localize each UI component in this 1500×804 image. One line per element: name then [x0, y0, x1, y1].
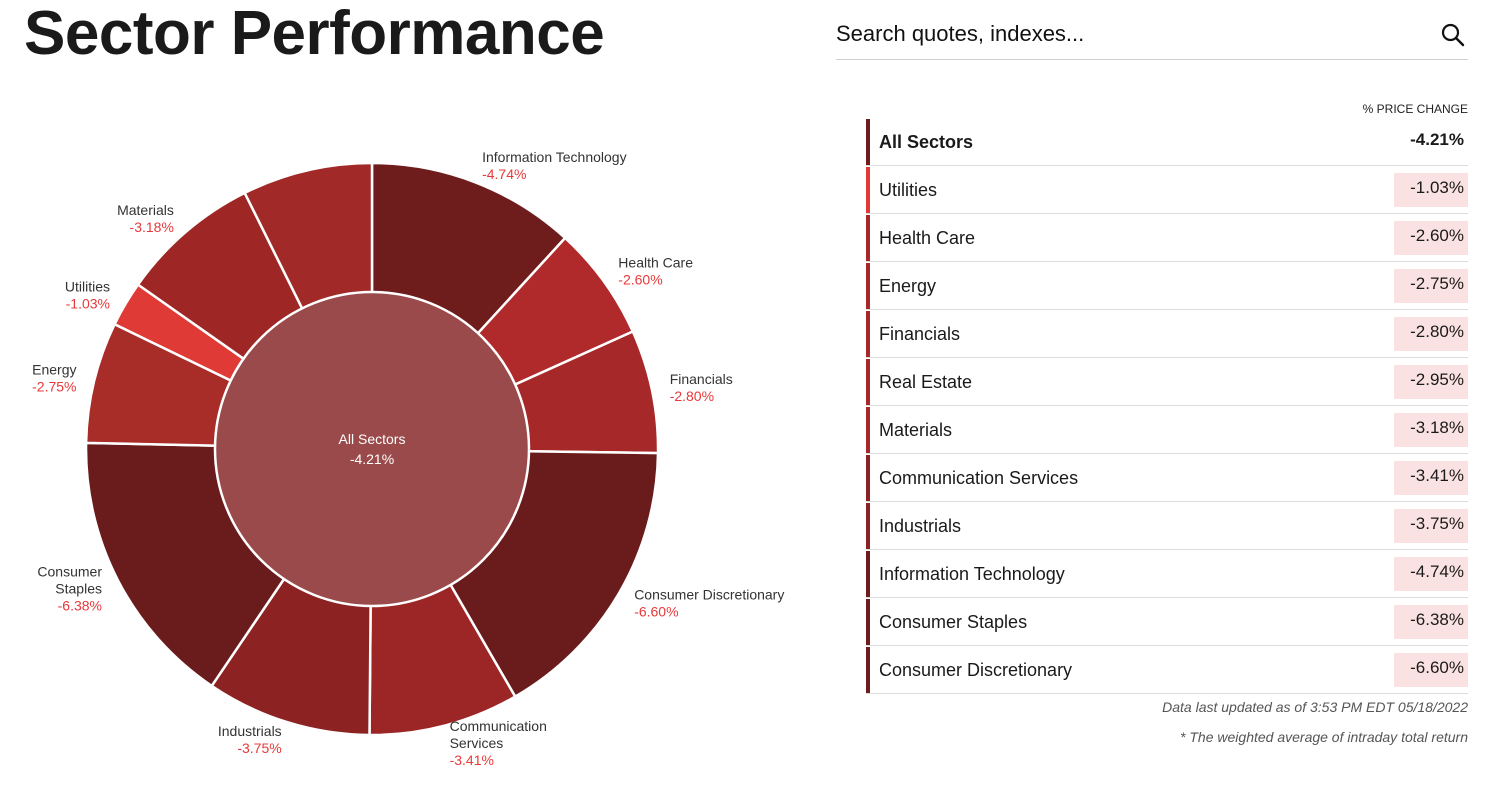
sector-name: Financials [879, 323, 961, 344]
sector-name: Consumer Discretionary [879, 659, 1073, 680]
slice-label-consumer-staples: Staples [55, 581, 102, 597]
sector-color-bar [866, 407, 870, 453]
all-sectors-center[interactable] [213, 290, 531, 608]
sector-price-change: -4.21% [1410, 130, 1464, 149]
slice-label-communication-services: Communication [450, 718, 547, 734]
sector-name: Real Estate [879, 371, 973, 392]
sector-row-materials[interactable]: Materials -3.18% [866, 407, 1468, 454]
sector-name: Health Care [879, 227, 976, 248]
sector-price-change: -6.60% [1394, 653, 1468, 687]
weighted-average-note: * The weighted average of intraday total… [1180, 729, 1468, 745]
sector-name: Utilities [879, 179, 938, 200]
sector-row-energy[interactable]: Energy -2.75% [866, 263, 1468, 310]
sector-row-financials[interactable]: Financials -2.80% [866, 311, 1468, 358]
sector-row-information-technology[interactable]: Information Technology -4.74% [866, 551, 1468, 598]
slice-label-information-technology: Information Technology [482, 149, 626, 165]
sector-row-health-care[interactable]: Health Care -2.60% [866, 215, 1468, 262]
sector-name: All Sectors [879, 131, 974, 152]
column-header-price-change: % PRICE CHANGE [1362, 102, 1468, 116]
slice-label-utilities: Utilities [65, 278, 110, 294]
sector-price-change: -6.38% [1394, 605, 1468, 639]
sector-price-change: -4.74% [1394, 557, 1468, 591]
slice-value-health-care: -2.60% [618, 271, 662, 287]
slice-label-health-care: Health Care [618, 254, 693, 270]
sector-donut-chart: Information Technology-4.74%Health Care-… [32, 149, 784, 768]
sector-color-bar [866, 311, 870, 357]
slice-value-industrials: -3.75% [237, 740, 281, 756]
sector-price-change: -3.18% [1394, 413, 1468, 447]
sector-row-communication-services[interactable]: Communication Services -3.41% [866, 455, 1468, 502]
slice-label-consumer-discretionary: Consumer Discretionary [634, 586, 784, 602]
slice-value-utilities: -1.03% [66, 295, 110, 311]
sector-name: Energy [879, 275, 937, 296]
slice-value-consumer-staples: -6.38% [58, 598, 102, 614]
sector-price-change: -3.41% [1394, 461, 1468, 495]
sector-row-real-estate[interactable]: Real Estate -2.95% [866, 359, 1468, 406]
slice-value-energy: -2.75% [32, 378, 76, 394]
sector-color-bar [866, 455, 870, 501]
sector-price-change: -2.80% [1394, 317, 1468, 351]
search-bar [836, 14, 1468, 60]
sector-name: Communication Services [879, 467, 1079, 488]
sector-name: Information Technology [879, 563, 1065, 584]
sector-row-consumer-staples[interactable]: Consumer Staples -6.38% [866, 599, 1468, 646]
sector-name: Materials [879, 419, 953, 440]
page-title: Sector Performance [24, 0, 605, 68]
slice-value-consumer-discretionary: -6.60% [634, 603, 678, 619]
sector-color-bar [866, 215, 870, 261]
slice-value-financials: -2.80% [670, 388, 714, 404]
sector-table: % PRICE CHANGE All Sectors -4.21% Utilitie… [866, 102, 1468, 695]
slice-label-materials: Materials [117, 202, 174, 218]
sector-name: Consumer Staples [879, 611, 1028, 632]
slice-value-information-technology: -4.74% [482, 166, 526, 182]
slice-value-materials: -3.18% [130, 219, 174, 235]
sector-price-change: -1.03% [1394, 173, 1468, 207]
sector-row-all-sectors[interactable]: All Sectors -4.21% [866, 119, 1468, 166]
sector-color-bar [866, 551, 870, 597]
slice-label-communication-services: Services [450, 735, 504, 751]
sector-name: Industrials [879, 515, 962, 536]
slice-label-consumer-staples: Consumer [37, 564, 102, 580]
slice-label-energy: Energy [32, 361, 76, 377]
sector-price-change: -2.95% [1394, 365, 1468, 399]
sector-price-change: -2.60% [1394, 221, 1468, 255]
sector-row-consumer-discretionary[interactable]: Consumer Discretionary -6.60% [866, 647, 1468, 694]
search-input[interactable] [836, 14, 1396, 54]
sector-color-bar [866, 647, 870, 693]
sector-color-bar [866, 503, 870, 549]
data-updated-note: Data last updated as of 3:53 PM EDT 05/1… [1162, 699, 1468, 715]
sector-price-change: -3.75% [1394, 509, 1468, 543]
center-label: All Sectors [339, 431, 406, 447]
slice-value-communication-services: -3.41% [450, 752, 494, 768]
center-value: -4.21% [350, 451, 394, 467]
slice-label-financials: Financials [670, 371, 733, 387]
sector-price-change: -2.75% [1394, 269, 1468, 303]
sector-color-bar [866, 263, 870, 309]
sector-row-industrials[interactable]: Industrials -3.75% [866, 503, 1468, 550]
slice-label-industrials: Industrials [218, 723, 282, 739]
sector-row-utilities[interactable]: Utilities -1.03% [866, 167, 1468, 214]
sector-color-bar [866, 599, 870, 645]
sector-color-bar [866, 359, 870, 405]
sector-color-bar [866, 167, 870, 213]
search-icon[interactable] [1440, 22, 1466, 48]
sector-color-bar [866, 119, 870, 165]
